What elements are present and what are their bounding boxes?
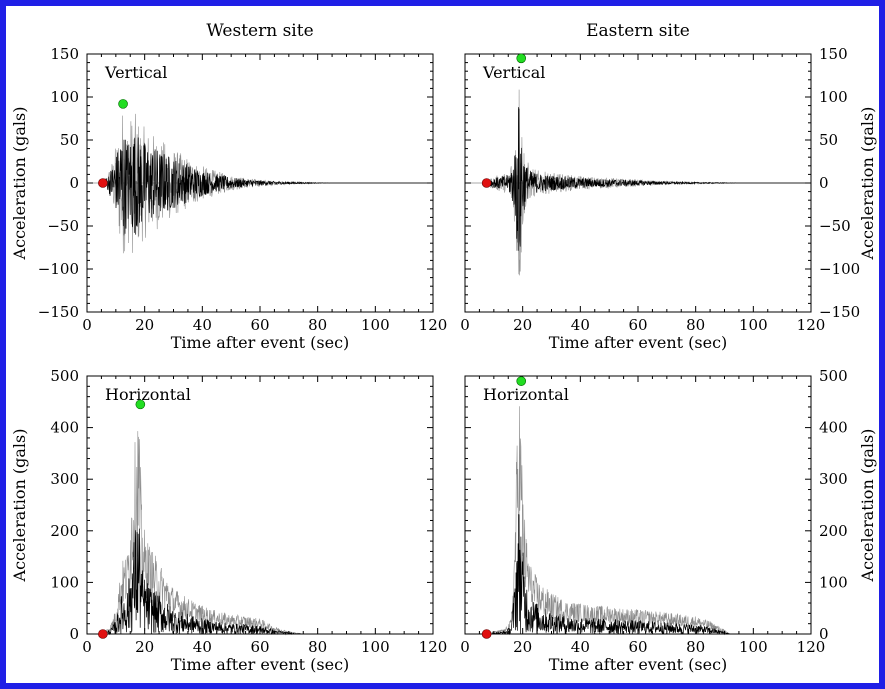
start-marker <box>98 629 108 639</box>
panel-label: Vertical <box>104 63 167 82</box>
y-axis-label: Acceleration (gals) <box>858 429 877 583</box>
y-tick-label: 50 <box>819 131 838 149</box>
y-tick-label: 100 <box>819 88 848 106</box>
x-axis-label: Time after event (sec) <box>171 333 350 352</box>
y-tick-label: 200 <box>819 522 848 540</box>
y-tick-label: −150 <box>819 303 860 321</box>
peak-marker <box>118 99 128 109</box>
waveform-trace-dark <box>486 107 811 251</box>
x-tick-label: 120 <box>797 316 826 334</box>
x-axis-label: Time after event (sec) <box>549 333 728 352</box>
y-axis-label: Acceleration (gals) <box>858 107 877 261</box>
x-tick-label: 60 <box>628 638 647 656</box>
y-tick-label: 0 <box>69 625 79 643</box>
y-tick-label: 300 <box>50 470 79 488</box>
y-tick-label: 500 <box>50 367 79 385</box>
x-tick-label: 60 <box>628 316 647 334</box>
x-tick-label: 100 <box>739 316 768 334</box>
x-tick-label: 80 <box>686 638 705 656</box>
start-marker <box>481 178 492 188</box>
column-title: Eastern site <box>586 21 690 41</box>
x-tick-label: 120 <box>419 316 448 334</box>
panel-1: Western site 0 20 40 60 80 100 120 −150 −100 −50 0 5… <box>10 21 447 352</box>
y-tick-label: 150 <box>50 45 79 63</box>
panel-label: Horizontal <box>483 385 569 404</box>
y-tick-label: 0 <box>819 625 829 643</box>
y-tick-label: 300 <box>819 470 848 488</box>
y-tick-label: −150 <box>38 303 79 321</box>
peak-marker <box>135 399 146 410</box>
x-tick-label: 0 <box>82 316 92 334</box>
plot-frame <box>86 375 434 635</box>
x-tick-label: 20 <box>513 316 532 334</box>
panel-label: Horizontal <box>105 385 191 404</box>
x-tick-label: 60 <box>250 316 269 334</box>
y-tick-label: 100 <box>819 573 848 591</box>
x-tick-label: 40 <box>571 638 590 656</box>
y-tick-label: −100 <box>819 260 860 278</box>
x-tick-label: 120 <box>419 638 448 656</box>
x-tick-label: 0 <box>460 316 470 334</box>
peak-marker <box>516 53 527 64</box>
x-tick-label: 40 <box>193 316 212 334</box>
y-tick-label: −50 <box>47 217 79 235</box>
y-tick-label: 100 <box>50 88 79 106</box>
seismogram-figure: Western site 0 20 40 60 80 100 120 −150 −100 −50 0 5… <box>6 6 879 683</box>
y-axis-label: Acceleration (gals) <box>10 107 29 261</box>
y-tick-label: 50 <box>60 131 79 149</box>
panel-3: 0 20 40 60 80 100 120 0 100 200 300 400 500 Time afte… <box>10 367 447 674</box>
y-tick-label: −50 <box>819 217 851 235</box>
x-tick-label: 20 <box>135 638 154 656</box>
x-tick-label: 20 <box>135 316 154 334</box>
column-title: Western site <box>206 21 313 41</box>
start-marker <box>481 629 492 639</box>
x-tick-label: 40 <box>571 316 590 334</box>
x-axis-label: Time after event (sec) <box>171 655 350 674</box>
waveform-trace-light <box>486 406 811 635</box>
panel-label: Vertical <box>482 63 545 82</box>
y-tick-label: 0 <box>819 174 829 192</box>
x-tick-label: 100 <box>361 316 390 334</box>
x-axis-label: Time after event (sec) <box>549 655 728 674</box>
y-tick-label: 200 <box>50 522 79 540</box>
x-tick-label: 80 <box>308 638 327 656</box>
x-tick-label: 0 <box>82 638 92 656</box>
x-tick-label: 60 <box>250 638 269 656</box>
peak-marker <box>516 376 527 386</box>
waveform-trace-dark <box>102 137 433 235</box>
panel-2: Eastern site 0 20 40 60 80 100 120−150 −100 −50 0 5… <box>460 21 877 352</box>
y-tick-label: −100 <box>38 260 79 278</box>
y-axis-label: Acceleration (gals) <box>10 429 29 583</box>
x-tick-label: 20 <box>513 638 532 656</box>
x-tick-label: 100 <box>361 638 390 656</box>
x-tick-label: 80 <box>686 316 705 334</box>
y-tick-label: 100 <box>50 573 79 591</box>
x-tick-label: 100 <box>739 638 768 656</box>
x-tick-label: 0 <box>460 638 470 656</box>
x-tick-label: 40 <box>193 638 212 656</box>
start-marker <box>98 178 108 188</box>
y-tick-label: 500 <box>819 367 848 385</box>
y-tick-label: 150 <box>819 45 848 63</box>
y-tick-label: 400 <box>819 419 848 437</box>
y-tick-label: 0 <box>69 174 79 192</box>
x-tick-label: 120 <box>797 638 826 656</box>
x-tick-label: 80 <box>308 316 327 334</box>
y-tick-label: 400 <box>50 419 79 437</box>
